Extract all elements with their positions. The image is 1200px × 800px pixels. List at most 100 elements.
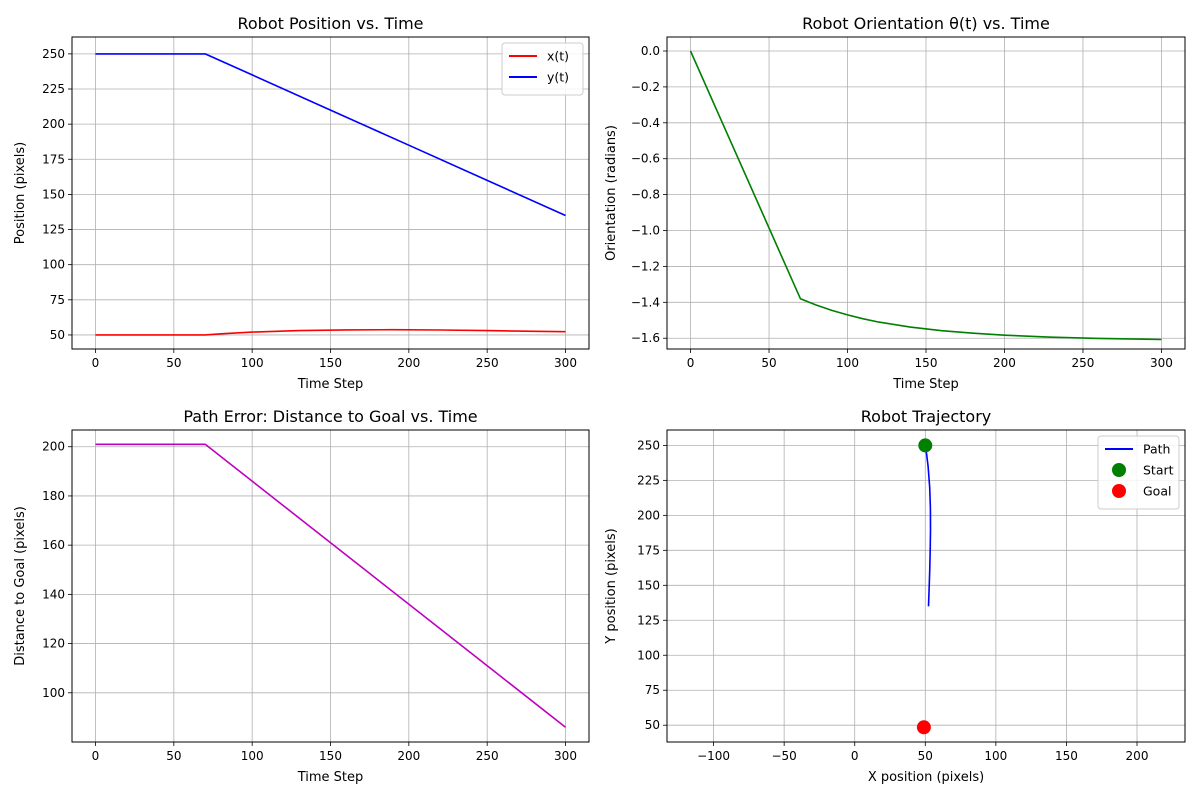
y-tick-label: 225 — [637, 473, 660, 487]
x-tick-label: −100 — [697, 749, 730, 763]
y-tick-label: −1.6 — [631, 331, 660, 345]
grid — [667, 37, 1185, 349]
y-tick-label: 250 — [637, 438, 660, 452]
series-line-path — [924, 445, 932, 607]
legend-label: Start — [1143, 463, 1174, 478]
x-tick-label: 150 — [319, 749, 342, 763]
y-tick-label: 175 — [42, 152, 65, 166]
x-tick-label: 200 — [397, 356, 420, 370]
series-line-xt — [95, 328, 566, 336]
legend-swatch — [1112, 463, 1126, 477]
x-tick-label: 0 — [92, 749, 100, 763]
y-tick-label: 200 — [637, 508, 660, 522]
x-tick-label: −50 — [771, 749, 796, 763]
legend-swatch — [1112, 484, 1126, 498]
y-tick-label: 200 — [42, 440, 65, 454]
x-tick-label: 200 — [993, 356, 1016, 370]
chart-title: Path Error: Distance to Goal vs. Time — [183, 407, 477, 426]
x-tick-label: 300 — [1150, 356, 1173, 370]
y-tick-label: −1.0 — [631, 224, 660, 238]
x-tick-label: 150 — [1055, 749, 1078, 763]
y-tick-label: 175 — [637, 543, 660, 557]
x-tick-label: 300 — [554, 356, 577, 370]
y-axis-label: Distance to Goal (pixels) — [13, 506, 28, 666]
axes-frame — [666, 36, 1186, 350]
legend-label: y(t) — [547, 70, 569, 85]
y-axis-label: Orientation (radians) — [604, 125, 619, 261]
x-tick-label: 250 — [1072, 356, 1095, 370]
y-tick-label: 125 — [42, 223, 65, 237]
x-tick-label: 50 — [918, 749, 933, 763]
marker-start — [918, 438, 933, 453]
y-tick-label: −0.6 — [631, 152, 660, 166]
chart-title: Robot Orientation θ(t) vs. Time — [802, 14, 1050, 33]
y-axis-label: Position (pixels) — [13, 142, 28, 244]
axes-frame — [71, 36, 590, 350]
x-tick-label: 100 — [241, 356, 264, 370]
chart-trajectory: −100 −50 0 50 100 150 200 50 75 100 125 150 175 200 22… — [604, 407, 1186, 785]
x-tick-label: 150 — [319, 356, 342, 370]
chart-orientation: 0 50 100 150 200 250 300 0.0 −0.2 −0.4 −0.6 −0.8 −1.… — [604, 14, 1186, 392]
y-tick-label: 100 — [42, 686, 65, 700]
y-tick-label: 100 — [42, 258, 65, 272]
chart-title: Robot Position vs. Time — [237, 14, 423, 33]
y-tick-label: 150 — [637, 578, 660, 592]
x-tick-label: 50 — [166, 356, 181, 370]
y-tick-label: 50 — [645, 718, 660, 732]
x-axis-label: Time Step — [297, 377, 364, 392]
y-tick-label: 0.0 — [641, 44, 660, 58]
grid — [72, 37, 589, 349]
y-tick-label: −0.2 — [631, 80, 660, 94]
x-tick-label: 100 — [836, 356, 859, 370]
x-tick-label: 100 — [241, 749, 264, 763]
legend-label: x(t) — [547, 49, 569, 64]
y-tick-label: 120 — [42, 637, 65, 651]
grid — [72, 430, 589, 742]
chart-title: Robot Trajectory — [861, 407, 992, 426]
x-tick-label: 0 — [92, 356, 100, 370]
y-tick-label: 180 — [42, 489, 65, 503]
x-tick-label: 200 — [1126, 749, 1149, 763]
y-tick-label: −1.4 — [631, 295, 660, 309]
y-tick-label: 225 — [42, 82, 65, 96]
legend-label: Goal — [1143, 484, 1171, 499]
y-tick-label: 250 — [42, 47, 65, 61]
x-tick-label: 0 — [687, 356, 695, 370]
y-tick-label: 140 — [42, 587, 65, 601]
series-line — [95, 443, 566, 728]
legend-box — [501, 42, 584, 96]
series-line-yt — [95, 53, 566, 217]
y-tick-label: 50 — [50, 328, 65, 342]
x-tick-label: 0 — [851, 749, 859, 763]
x-axis-label: X position (pixels) — [868, 770, 984, 785]
y-tick-label: 160 — [42, 538, 65, 552]
x-tick-label: 50 — [166, 749, 181, 763]
y-tick-label: 100 — [637, 648, 660, 662]
x-tick-label: 300 — [554, 749, 577, 763]
chart-position: 0 50 100 150 200 250 300 50 75 100 125 150 175 200 225… — [13, 14, 590, 392]
chart-error: 0 50 100 150 200 250 300 100 120 140 160 180 200 Path… — [13, 407, 590, 785]
x-axis-label: Time Step — [892, 377, 959, 392]
y-tick-label: 200 — [42, 117, 65, 131]
axes-frame — [71, 429, 590, 743]
x-axis-label: Time Step — [297, 770, 364, 785]
legend: Path Start Goal — [1097, 435, 1180, 510]
marker-goal — [916, 720, 931, 735]
x-tick-label: 250 — [476, 749, 499, 763]
y-tick-label: −0.8 — [631, 188, 660, 202]
x-tick-label: 50 — [761, 356, 776, 370]
y-tick-label: −1.2 — [631, 259, 660, 273]
legend-label: Path — [1143, 442, 1170, 457]
legend: x(t) y(t) — [501, 42, 584, 96]
x-tick-label: 100 — [984, 749, 1007, 763]
x-tick-label: 250 — [476, 356, 499, 370]
series-line — [689, 50, 1162, 341]
x-tick-label: 150 — [915, 356, 938, 370]
y-axis-label: Y position (pixels) — [604, 528, 619, 644]
x-tick-label: 200 — [397, 749, 420, 763]
y-tick-label: 75 — [50, 293, 65, 307]
y-tick-label: −0.4 — [631, 116, 660, 130]
y-tick-label: 150 — [42, 187, 65, 201]
axes-frame — [666, 429, 1186, 743]
